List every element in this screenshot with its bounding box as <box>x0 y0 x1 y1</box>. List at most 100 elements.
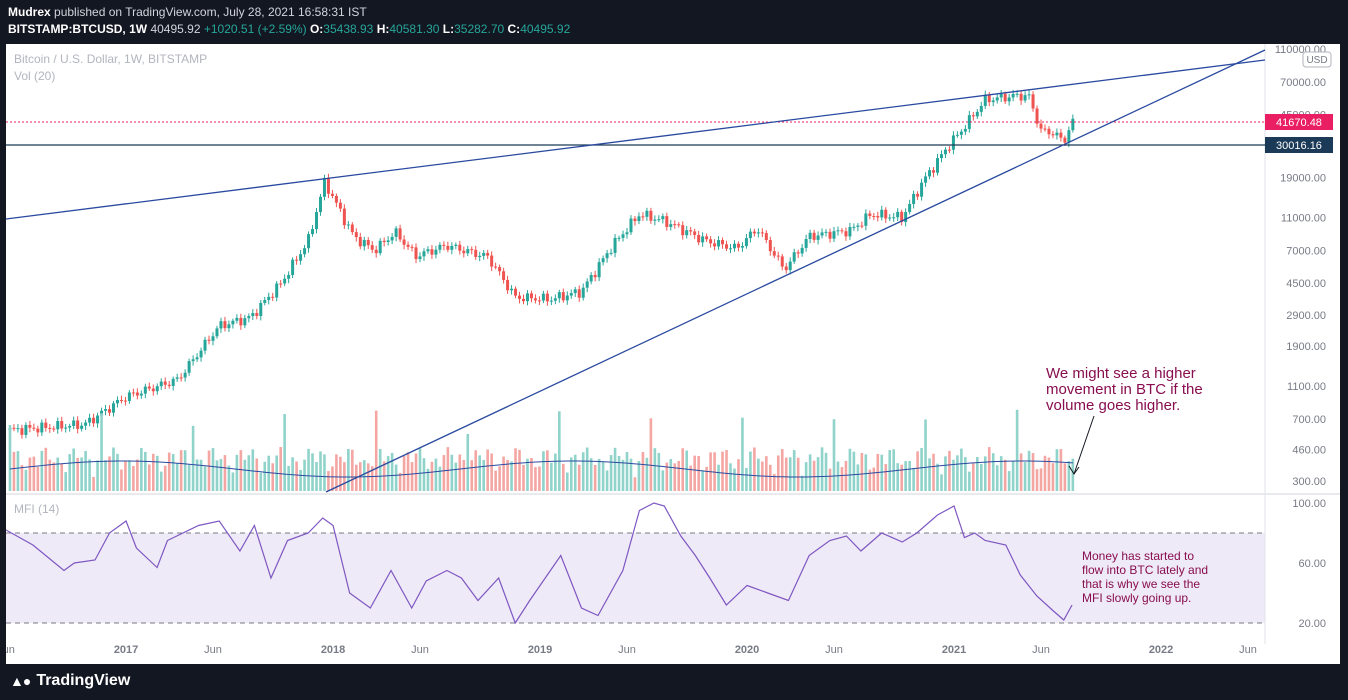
volume-bar <box>1031 453 1035 491</box>
candle-body <box>334 195 338 203</box>
candle-body <box>800 247 804 254</box>
candle-body <box>259 302 263 316</box>
candle-body <box>219 321 223 329</box>
candle-body <box>434 249 438 255</box>
open-label: O: <box>309 22 324 36</box>
currency-badge[interactable] <box>1302 51 1332 68</box>
volume-bar <box>848 448 852 491</box>
volume-bar <box>1039 468 1043 491</box>
volume-bar <box>665 462 669 491</box>
candle-body <box>450 245 454 250</box>
volume-bar <box>968 471 971 491</box>
volume-bar <box>140 448 143 491</box>
candle-body <box>768 240 772 252</box>
candle-body <box>908 203 912 213</box>
volume-bar <box>219 459 223 491</box>
volume-bar <box>597 458 601 491</box>
volume-bar <box>972 463 975 491</box>
upper-trendline[interactable] <box>6 59 1266 220</box>
candle-body <box>235 317 239 321</box>
candle-body <box>537 300 541 302</box>
volume-bar <box>52 462 56 491</box>
volume-bar <box>502 456 505 491</box>
candle-body <box>295 259 299 261</box>
candle-body <box>243 318 247 326</box>
tradingview-logo-icon: ▲● <box>10 673 31 689</box>
candle-body <box>119 399 123 401</box>
close-label: C: <box>507 22 521 36</box>
volume-bar <box>498 466 501 491</box>
candle-body <box>350 224 354 233</box>
candle-body <box>736 243 740 248</box>
candle-body <box>32 427 36 429</box>
mfi-note-line-4: MFI slowly going up. <box>1082 591 1191 605</box>
candle-body <box>322 177 326 197</box>
candle-body <box>24 424 28 435</box>
volume-bar <box>378 448 382 491</box>
mfi-axis[interactable]: 100.00 60.00 20.00 <box>1292 498 1326 630</box>
volume-bar <box>410 462 414 491</box>
tradingview-logo[interactable]: ▲● TradingView <box>10 672 130 690</box>
candle-body <box>155 386 159 392</box>
candle-body <box>553 298 557 301</box>
volume-bar <box>159 471 163 491</box>
volume-bar <box>16 451 20 491</box>
candle-body <box>884 209 888 219</box>
volume-bar <box>701 470 704 491</box>
candle-body <box>239 317 243 326</box>
volume-bar <box>625 452 629 491</box>
volume-bar <box>92 476 95 491</box>
volume-bar <box>856 464 860 491</box>
volume-bar <box>28 457 32 491</box>
volume-bar <box>697 455 700 491</box>
volume-bar <box>956 455 959 491</box>
candle-body <box>621 234 625 238</box>
publisher-name[interactable]: Mudrex <box>8 5 51 19</box>
price-chart[interactable]: 110000.0070000.0045000.0019000.0011000.0… <box>6 44 1340 664</box>
volume-bar <box>944 456 947 491</box>
candle-body <box>1039 123 1043 129</box>
candle-body <box>52 428 56 430</box>
volume-bar <box>828 468 832 491</box>
support-price-tag <box>1265 137 1333 153</box>
candle-body <box>756 232 760 234</box>
time-tick-6: Jun <box>618 644 636 656</box>
candle-body <box>215 328 219 337</box>
candle-body <box>271 296 275 298</box>
published-text: published on TradingView.com, July 28, 2… <box>54 5 367 19</box>
volume-bar <box>920 448 923 491</box>
volume-bar <box>470 460 474 491</box>
candle-body <box>541 293 545 301</box>
candle-body <box>920 182 924 197</box>
candle-body <box>227 324 231 329</box>
candle-body <box>311 229 315 235</box>
volume-bar <box>299 469 302 491</box>
lower-trendline[interactable] <box>325 49 1266 493</box>
mfi-tick-1: 60.00 <box>1298 558 1326 570</box>
volume-bar <box>374 410 378 491</box>
volume-bar <box>422 458 426 491</box>
volume-bar <box>661 470 665 491</box>
volume-bar <box>148 464 151 491</box>
candle-body <box>518 295 522 299</box>
mfi-note-line-2: flow into BTC lately and <box>1082 563 1208 577</box>
volume-bar <box>689 465 692 491</box>
chart-frame[interactable]: 110000.0070000.0045000.0019000.0011000.0… <box>6 44 1340 664</box>
price-tick-11: 460.00 <box>1292 445 1326 457</box>
candle-body <box>1035 108 1039 124</box>
candle-body <box>983 94 987 106</box>
candle-body <box>717 240 721 247</box>
candle-body <box>482 252 486 256</box>
candle-body <box>1019 93 1023 101</box>
volume-bar <box>434 458 438 491</box>
volume-note-line-2: movement in BTC if the <box>1046 381 1203 398</box>
candle-body <box>247 316 251 319</box>
volume-bar <box>641 452 645 491</box>
candle-body <box>971 115 975 117</box>
candle-body <box>143 386 147 394</box>
time-axis[interactable]: Jun 2017 Jun 2018 Jun 2019 Jun 2020 Jun 2021 Jun 20… <box>6 644 1257 656</box>
volume-bar <box>1019 453 1023 491</box>
volume-bar <box>279 447 282 491</box>
price-axis[interactable]: 110000.0070000.0045000.0019000.0011000.0… <box>1275 44 1326 488</box>
candle-body <box>299 254 303 261</box>
